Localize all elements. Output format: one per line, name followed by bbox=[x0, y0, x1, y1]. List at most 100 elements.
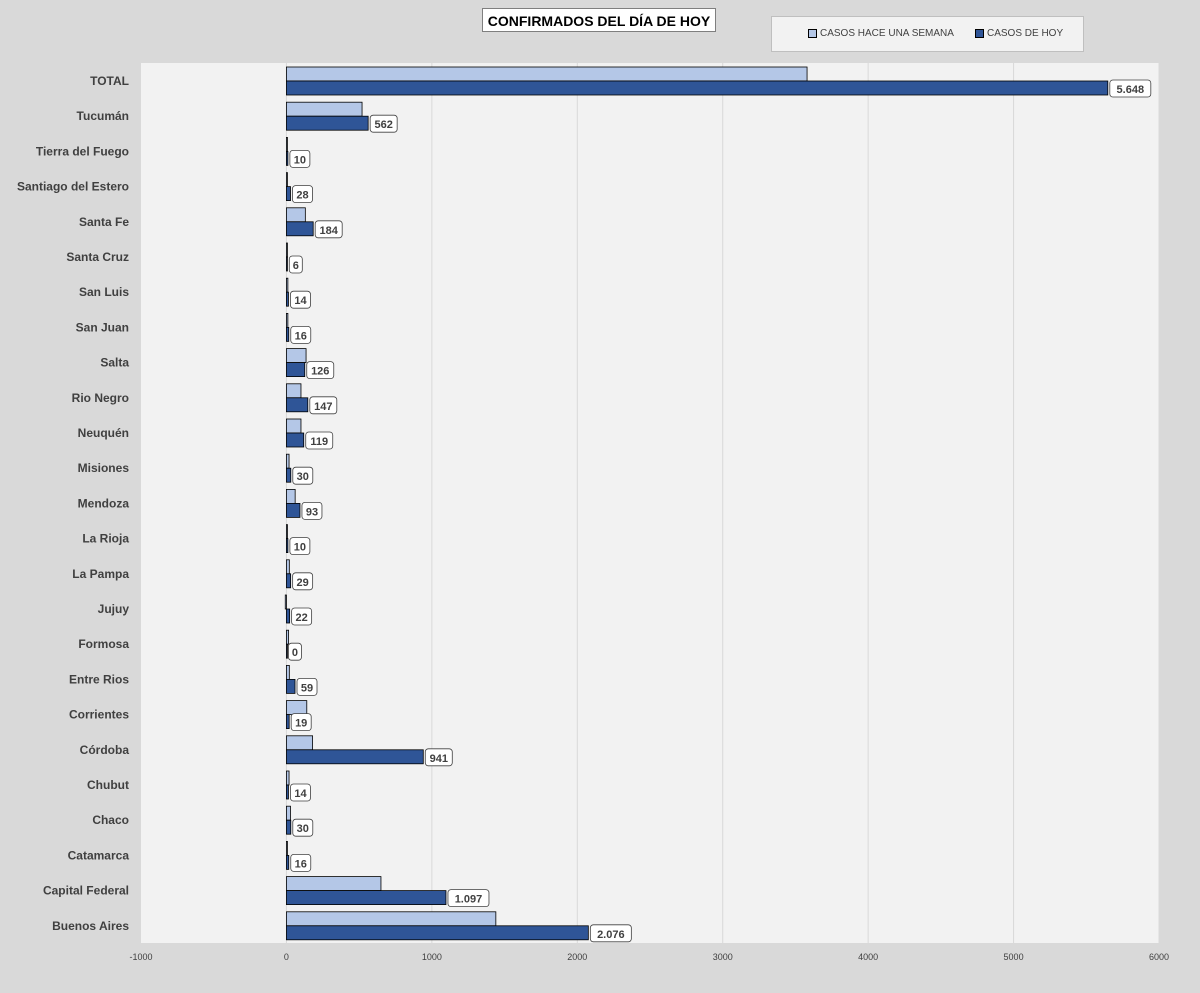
category-label: Córdoba bbox=[80, 743, 130, 757]
data-labels: 5.648 562 10 28 184 6 14 16 126 147 119 30 93 10 29 22 0… bbox=[288, 79, 1152, 943]
data-label-box bbox=[290, 713, 312, 731]
bars bbox=[284, 66, 1109, 941]
category-label: Capital Federal bbox=[43, 884, 129, 898]
category-label: Salta bbox=[100, 356, 129, 370]
data-label-box bbox=[314, 220, 343, 239]
data-label-box bbox=[290, 854, 312, 872]
bar-today bbox=[286, 749, 424, 765]
data-label-box bbox=[289, 537, 311, 555]
category-label: Buenos Aires bbox=[52, 919, 129, 933]
data-label: 0 bbox=[288, 642, 302, 661]
data-label-box bbox=[292, 572, 314, 591]
data-label: 147 bbox=[309, 396, 338, 415]
category-label: Santiago del Estero bbox=[17, 180, 129, 194]
data-label-text: 93 bbox=[306, 506, 318, 518]
data-label-text: 941 bbox=[430, 753, 448, 765]
bar-today bbox=[286, 291, 289, 307]
x-tick-label: -1000 bbox=[129, 952, 152, 962]
legend: CASOS HACE UNA SEMANA CASOS DE HOY bbox=[771, 16, 1084, 52]
data-label-box bbox=[290, 290, 311, 309]
data-label: 10 bbox=[289, 149, 311, 168]
category-label: Tucumán bbox=[77, 109, 129, 123]
bar-today bbox=[286, 80, 1109, 96]
bar-last-week bbox=[286, 348, 307, 364]
data-label-box bbox=[424, 748, 453, 767]
category-label: Catamarca bbox=[68, 848, 130, 862]
data-label-text: 16 bbox=[295, 330, 307, 342]
bar-last-week bbox=[286, 524, 288, 539]
data-label-text: 1.097 bbox=[455, 894, 483, 906]
category-label: La Pampa bbox=[72, 567, 129, 581]
chart-title: CONFIRMADOS DEL DÍA DE HOY bbox=[482, 8, 716, 32]
bar-today bbox=[286, 819, 292, 835]
bar-last-week bbox=[286, 207, 306, 223]
bar-last-week bbox=[286, 101, 363, 117]
bar-today bbox=[286, 115, 369, 131]
category-label: Jujuy bbox=[98, 602, 130, 616]
bar-last-week bbox=[286, 453, 290, 469]
legend-label-last-week: CASOS HACE UNA SEMANA bbox=[820, 28, 954, 39]
x-tick-label: 2000 bbox=[567, 952, 587, 962]
bar-today bbox=[286, 714, 290, 729]
bar-today bbox=[286, 784, 289, 800]
bar-last-week bbox=[286, 66, 808, 82]
category-label: Misiones bbox=[78, 461, 130, 475]
bar-today bbox=[286, 256, 288, 272]
category-label: Chaco bbox=[92, 813, 129, 827]
data-label: 16 bbox=[290, 854, 312, 872]
bar-last-week bbox=[286, 383, 302, 399]
bar-last-week bbox=[286, 770, 290, 786]
data-label-text: 14 bbox=[294, 295, 307, 307]
data-label: 30 bbox=[292, 466, 314, 485]
data-label-text: 6 bbox=[293, 260, 299, 272]
bar-last-week bbox=[286, 242, 288, 258]
legend-item-today: CASOS DE HOY bbox=[975, 28, 1063, 39]
bar-today bbox=[286, 397, 309, 413]
data-label: 30 bbox=[292, 818, 314, 837]
bar-today bbox=[286, 890, 447, 905]
data-label: 1.097 bbox=[447, 889, 490, 907]
data-label: 19 bbox=[290, 713, 312, 731]
category-label: TOTAL bbox=[90, 74, 129, 88]
bar-today bbox=[286, 643, 288, 659]
bar-today bbox=[286, 362, 306, 378]
data-label-box bbox=[306, 361, 335, 380]
x-tick-label: 1000 bbox=[422, 952, 442, 962]
bar-last-week bbox=[286, 172, 288, 188]
data-label-text: 10 bbox=[294, 542, 306, 554]
data-label-box bbox=[1109, 79, 1152, 98]
data-label-box bbox=[288, 642, 302, 661]
bar-today bbox=[286, 925, 589, 941]
legend-item-last-week: CASOS HACE UNA SEMANA bbox=[808, 28, 954, 39]
bar-today bbox=[286, 432, 305, 448]
category-label: La Rioja bbox=[82, 532, 129, 546]
data-label-box bbox=[288, 255, 303, 274]
data-label: 10 bbox=[289, 537, 311, 555]
category-label: Mendoza bbox=[78, 496, 130, 510]
bar-last-week bbox=[286, 559, 290, 575]
category-label: Chubut bbox=[87, 778, 129, 792]
bar-last-week bbox=[286, 911, 497, 927]
data-label-text: 28 bbox=[296, 190, 308, 202]
bar-today bbox=[286, 221, 314, 237]
bar-last-week bbox=[286, 876, 382, 891]
x-tick-label: 0 bbox=[284, 952, 289, 962]
bar-today bbox=[286, 502, 301, 518]
data-label: 5.648 bbox=[1109, 79, 1152, 98]
data-label-text: 2.076 bbox=[597, 929, 625, 941]
data-label: 126 bbox=[306, 361, 335, 380]
bar-today bbox=[286, 467, 292, 483]
category-label: Rio Negro bbox=[72, 391, 129, 405]
bar-today bbox=[286, 573, 292, 589]
data-label: 16 bbox=[290, 325, 312, 344]
data-label: 941 bbox=[424, 748, 453, 767]
bar-today bbox=[286, 855, 290, 870]
data-label-text: 5.648 bbox=[1117, 84, 1145, 96]
bar-today bbox=[286, 326, 290, 342]
data-label-text: 30 bbox=[297, 823, 309, 835]
bar-last-week bbox=[284, 594, 287, 610]
data-label-box bbox=[305, 431, 334, 450]
x-tick-label: 3000 bbox=[713, 952, 733, 962]
x-tick-label: 5000 bbox=[1004, 952, 1024, 962]
data-label-text: 184 bbox=[320, 225, 339, 237]
